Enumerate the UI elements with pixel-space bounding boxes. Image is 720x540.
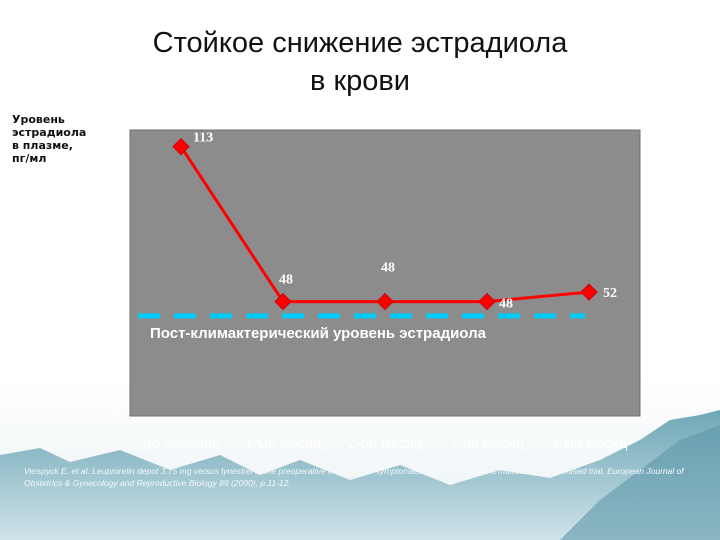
title-line-1: Стойкое снижение эстрадиола (152, 27, 568, 59)
y-tick-label: 80 (103, 218, 118, 234)
y-axis-label: Уровень эстрадиола в плазме, пг/мл (12, 113, 87, 165)
data-point (274, 292, 292, 311)
y-tick-label: 60 (103, 266, 118, 282)
data-point (376, 292, 394, 311)
data-label: 48 (381, 261, 395, 276)
title-line-2: в крови (309, 65, 410, 97)
data-label: 48 (499, 297, 513, 312)
x-tick-label: До лечения (142, 436, 220, 452)
data-label: 48 (279, 273, 293, 288)
x-tick-label: 1-ый месяц (245, 436, 322, 452)
y-tick-label: 20 (103, 361, 118, 377)
x-tick-label: 3-ий месяц (450, 436, 525, 452)
plot-area (129, 129, 641, 417)
data-point (478, 292, 496, 311)
y-tick-label: 120 (96, 123, 119, 139)
reference-line-label: Пост-климактерический уровень эстрадиола (150, 325, 487, 342)
page-title: Стойкое снижение эстрадиола в крови (90, 24, 630, 100)
x-tick-label: 4-ый месяц (551, 436, 628, 452)
citation: Verspyck E. et al. Leuprorelin depot 3.7… (24, 466, 684, 488)
data-label: 113 (193, 131, 213, 146)
data-point (580, 283, 598, 301)
y-tick-label: 0 (111, 409, 119, 425)
y-tick-label: 40 (103, 314, 118, 330)
data-label: 52 (603, 286, 617, 301)
y-tick-label: 100 (96, 171, 119, 187)
x-tick-label: 2-ой месяц (348, 436, 423, 452)
data-point (172, 137, 190, 156)
